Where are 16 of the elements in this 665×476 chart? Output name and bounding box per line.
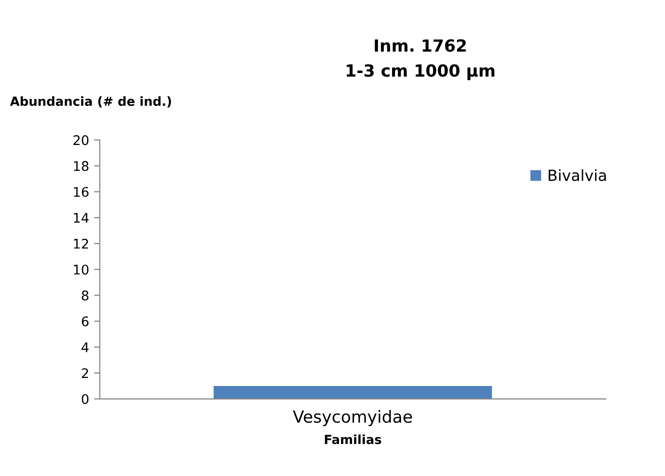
y-tick-label: 12 (74, 238, 88, 249)
y-tick-label: 2 (82, 368, 88, 378)
y-tick-label: 8 (82, 290, 88, 301)
y-axis-title: Abundancia (# de ind.) (10, 96, 171, 108)
y-tick-label: 0 (82, 394, 88, 404)
y-tick-label: 16 (74, 186, 88, 197)
y-tick-label: 14 (74, 213, 89, 223)
x-axis-title: Familias (324, 434, 382, 444)
y-tick-label: 18 (74, 161, 88, 172)
y-tick-label: 4 (82, 342, 89, 352)
y-tick-label: 10 (74, 264, 88, 275)
legend-label: Bivalvia (548, 169, 606, 182)
x-tick-label: Vesycomyidae (292, 410, 412, 426)
y-tick-label: 6 (82, 316, 89, 326)
chart-title: Inm. 1762 1-3 cm 1000 µm (346, 39, 494, 80)
y-tick-label: 20 (74, 135, 88, 146)
